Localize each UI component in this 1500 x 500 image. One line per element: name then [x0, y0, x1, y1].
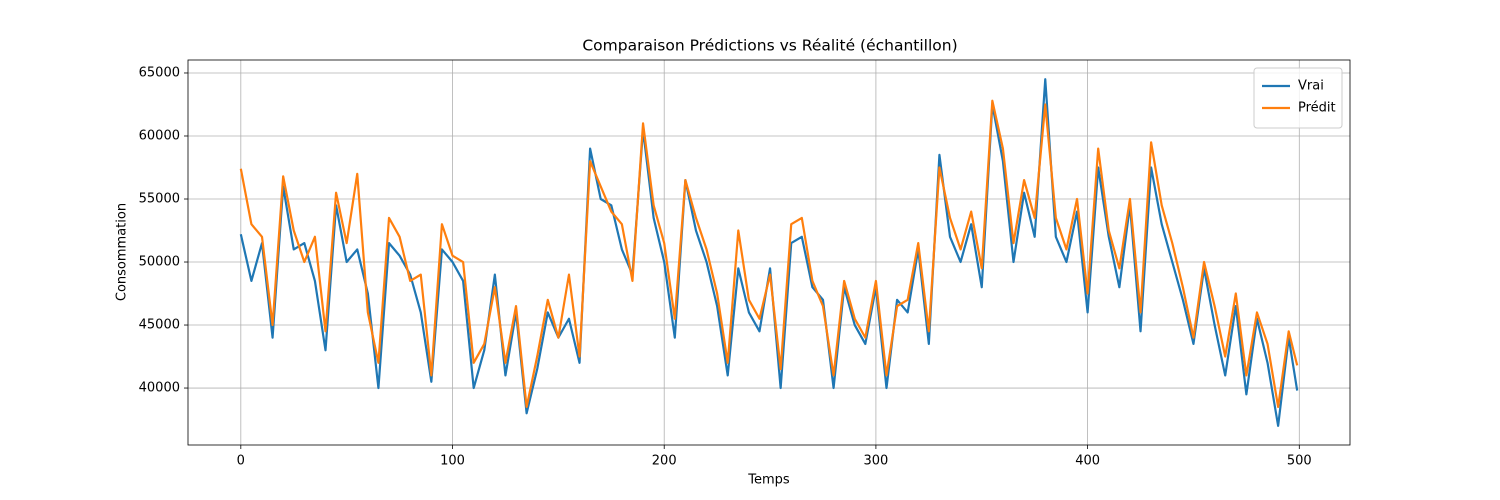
x-tick-label: 300	[863, 454, 888, 469]
x-tick-label: 400	[1075, 454, 1100, 469]
plot-frame	[187, 59, 1351, 446]
data-line	[239, 78, 1299, 427]
y-tick-label: 40000	[139, 381, 180, 396]
y-tick-label: 50000	[139, 255, 180, 270]
x-tick-label: 500	[1287, 454, 1312, 469]
y-tick-label: 65000	[139, 65, 180, 80]
legend-box	[1253, 67, 1343, 129]
legend-label: Prédit	[1298, 101, 1336, 116]
legend: Vrai Prédit	[1253, 67, 1343, 129]
legend-label: Vrai	[1298, 79, 1324, 94]
x-tick-label: 200	[652, 454, 677, 469]
x-axis-label: Temps	[747, 473, 790, 488]
chart-title: Comparaison Prédictions vs Réalité (écha…	[582, 37, 957, 55]
y-axis-label: Consommation	[115, 203, 130, 301]
data-line	[239, 99, 1299, 409]
y-tick-label: 55000	[139, 192, 180, 207]
x-tick-label: 0	[237, 454, 245, 469]
y-tick-label: 45000	[139, 318, 180, 333]
x-tick-label: 100	[440, 454, 465, 469]
y-tick-label: 60000	[139, 128, 180, 143]
